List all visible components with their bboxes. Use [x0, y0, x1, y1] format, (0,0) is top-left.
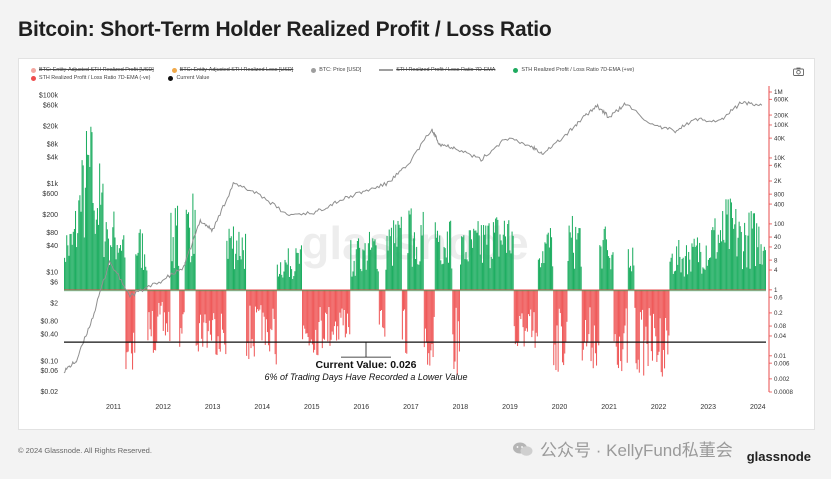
y-left-tick: $40: [46, 243, 58, 250]
camera-icon[interactable]: [793, 67, 804, 78]
legend-label: Current Value: [176, 75, 210, 81]
y-right-tick: 6K: [774, 162, 782, 169]
legend-item-3[interactable]: STH Realized Profit / Loss Ratio 7D-EMA: [379, 66, 495, 74]
x-tick: 2022: [651, 404, 667, 411]
y-left-tick: $10: [46, 270, 58, 277]
y-right-tick: 0.6: [774, 294, 783, 301]
y-left-tick: $6: [50, 280, 58, 287]
legend-swatch: [168, 75, 174, 81]
footer-logo: glassnode: [746, 449, 811, 464]
wechat-icon: [512, 441, 534, 457]
legend-swatch: [31, 75, 36, 81]
y-left-tick: $60k: [43, 103, 59, 110]
y-right-tick: 1M: [774, 89, 783, 96]
y-right-tick: 0.002: [774, 376, 790, 383]
x-tick: 2014: [254, 404, 270, 411]
legend-label: STH Realized Profit / Loss Ratio 7D-EMA …: [39, 75, 151, 81]
y-right-tick: 40: [774, 234, 781, 241]
legend-item-4[interactable]: STH Realized Profit / Loss Ratio 7D-EMA …: [513, 66, 634, 74]
y-left-tick: $0.80: [40, 318, 58, 325]
legend-swatch: [513, 67, 519, 73]
legend-label: BTC: Price [USD]: [319, 67, 362, 73]
y-left-tick: $1k: [47, 181, 59, 188]
x-tick: 2012: [155, 404, 171, 411]
x-tick: 2016: [354, 404, 370, 411]
wechat-text: 公众号 · KellyFund私董会: [540, 441, 733, 460]
legend-label: STH Realized Profit / Loss Ratio 7D-EMA: [396, 67, 496, 73]
chart-svg: $100k $60k $20k $8k $4k $1k $600 $200 $80 $40 $10 $…: [39, 86, 793, 411]
x-tick: 2019: [502, 404, 518, 411]
y-right-tick: 4: [774, 267, 778, 274]
legend-swatch: [31, 67, 36, 73]
y-right-tick: 8: [774, 257, 778, 264]
y-right-tick: 40K: [774, 135, 786, 142]
y-left-tick: $0.40: [40, 332, 58, 339]
legend-item-b-1[interactable]: Current Value: [168, 74, 209, 82]
y-right-tick: 100: [774, 221, 785, 228]
legend-label: BTC: Entity-Adjusted STH Realized Loss […: [179, 67, 294, 73]
y-right-tick: 1: [774, 287, 778, 294]
chart-panel: BTC: Entity-Adjusted STH Realized Profit…: [18, 58, 815, 430]
y-right-tick: 800: [774, 191, 785, 198]
x-tick: 2017: [403, 404, 419, 411]
page-title: Bitcoin: Short-Term Holder Realized Prof…: [18, 18, 552, 41]
legend-row-2: STH Realized Profit / Loss Ratio 7D-EMA …: [31, 74, 801, 82]
y-right-tick: 10K: [774, 155, 786, 162]
positive-ratio-bars: [64, 126, 766, 290]
y-left-tick: $2: [50, 301, 58, 308]
x-tick: 2011: [106, 404, 121, 411]
x-tick: 2020: [552, 404, 568, 411]
y-left-tick: $8k: [47, 141, 59, 148]
x-tick: 2024: [750, 404, 766, 411]
y-left-tick: $600: [42, 191, 58, 198]
x-tick: 2023: [700, 404, 716, 411]
y-right-tick: 100K: [774, 122, 789, 129]
y-right-tick: 20: [774, 244, 781, 251]
wechat-watermark: 公众号 · KellyFund私董会: [512, 436, 733, 461]
y-right-tick: 0.01: [774, 353, 787, 360]
legend-item-b-0[interactable]: STH Realized Profit / Loss Ratio 7D-EMA …: [31, 74, 150, 82]
y-right-tick: 400: [774, 201, 785, 208]
x-tick: 2015: [304, 404, 320, 411]
legend: BTC: Entity-Adjusted STH Realized Profit…: [31, 66, 801, 82]
legend-item-1[interactable]: BTC: Entity-Adjusted STH Realized Loss […: [171, 66, 294, 74]
y-right-tick: 0.08: [774, 323, 787, 330]
y-left-tick: $20k: [43, 124, 59, 131]
y-left-tick: $100k: [39, 93, 59, 100]
legend-label: STH Realized Profit / Loss Ratio 7D-EMA …: [521, 67, 635, 73]
legend-swatch: [311, 67, 317, 73]
y-right-tick: 2K: [774, 178, 782, 185]
y-right-tick: 0.2: [774, 310, 783, 317]
y-left-tick: $200: [42, 212, 58, 219]
legend-item-0[interactable]: BTC: Entity-Adjusted STH Realized Profit…: [31, 66, 154, 74]
y-left-tick: $0.06: [40, 368, 58, 375]
y-left-tick: $0.02: [40, 389, 58, 396]
negative-ratio-bars: [125, 289, 670, 377]
price-line: [63, 101, 763, 374]
annotation-subtext: 6% of Trading Days Have Recorded a Lower…: [264, 372, 467, 382]
y-right-tick: 0.04: [774, 333, 787, 340]
legend-label: BTC: Entity-Adjusted STH Realized Profit…: [39, 67, 154, 73]
annotation-current-value: Current Value: 0.026: [316, 359, 417, 371]
y-right-tick: 0.006: [774, 360, 790, 367]
legend-swatch: [171, 67, 177, 73]
copyright: © 2024 Glassnode. All Rights Reserved.: [18, 446, 152, 455]
x-tick: 2013: [205, 404, 221, 411]
y-right-tick: 600K: [774, 97, 789, 104]
y-left-tick: $0.10: [40, 358, 58, 365]
legend-row-1: BTC: Entity-Adjusted STH Realized Profit…: [31, 66, 801, 74]
y-right-tick: 200K: [774, 112, 789, 119]
x-tick: 2018: [453, 404, 469, 411]
x-tick: 2021: [601, 404, 617, 411]
y-right-tick: 0.0008: [774, 389, 793, 396]
y-left-tick: $80: [46, 230, 58, 237]
y-left-tick: $4k: [47, 155, 59, 162]
legend-item-2[interactable]: BTC: Price [USD]: [311, 66, 361, 74]
legend-swatch: [379, 69, 394, 71]
